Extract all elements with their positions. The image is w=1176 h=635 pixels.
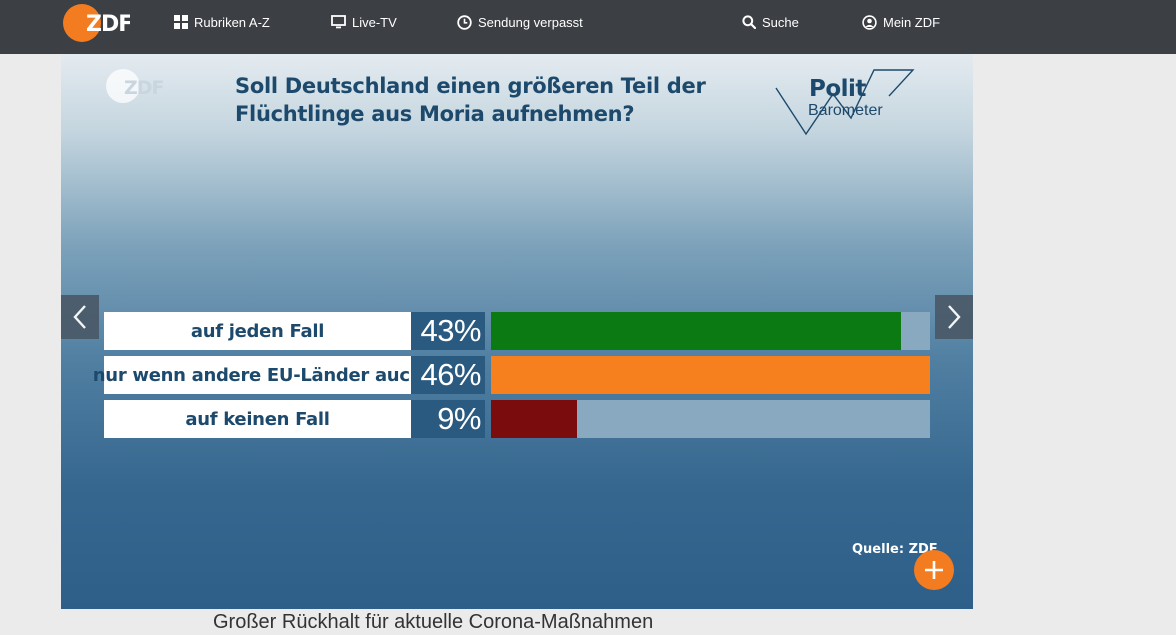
zdf-logo[interactable]: ZDF: [62, 3, 133, 43]
nav-live-tv[interactable]: Live-TV: [331, 13, 397, 31]
user-icon: [862, 14, 877, 30]
slide-zdf-logo: ZDF: [105, 68, 165, 106]
nav-mein-zdf[interactable]: Mein ZDF: [862, 13, 940, 31]
top-navigation-bar: ZDF Rubriken A-Z Live-TV Sendung verpass…: [0, 0, 1176, 54]
nav-sendung-verpasst-label: Sendung verpasst: [478, 14, 583, 30]
bar-track: [491, 312, 930, 350]
search-icon: [742, 15, 756, 29]
nav-rubriken[interactable]: Rubriken A-Z: [174, 13, 270, 31]
slide-title: Soll Deutschland einen größeren Teil der…: [235, 72, 755, 128]
slide-caption: Großer Rückhalt für aktuelle Corona-Maßn…: [213, 611, 654, 633]
bar-row: auf jeden Fall 43%: [104, 312, 930, 350]
bar: [491, 400, 577, 438]
politbarometer-text-barometer: Barometer: [808, 102, 883, 119]
politbarometer-text-polit: Polit: [809, 76, 866, 102]
bar-category-label: auf keinen Fall: [104, 400, 411, 438]
nav-search[interactable]: Suche: [742, 13, 799, 31]
nav-live-tv-label: Live-TV: [352, 14, 397, 30]
bar-value-label: 9%: [411, 400, 485, 438]
bar-track: [491, 400, 930, 438]
next-slide-button[interactable]: [935, 295, 973, 339]
slide-zdf-logo-text: ZDF: [124, 77, 164, 99]
bar: [491, 312, 901, 350]
tv-icon: [331, 15, 346, 29]
slide-title-line1: Soll Deutschland einen größeren Teil der: [235, 74, 706, 98]
nav-search-label: Suche: [762, 14, 799, 30]
gallery-slide: ZDF Soll Deutschland einen größeren Teil…: [61, 54, 973, 609]
chart-source: Quelle: ZDF: [852, 542, 938, 557]
bar-row: nur wenn andere EU-Länder auch 46%: [93, 356, 930, 394]
previous-slide-button[interactable]: [61, 295, 99, 339]
grid-icon: [174, 15, 188, 29]
bar-category-label: nur wenn andere EU-Länder auch: [93, 356, 423, 394]
zdf-logo-text: ZDF: [86, 12, 130, 37]
slide-title-line2: Flüchtlinge aus Moria aufnehmen?: [235, 102, 635, 126]
clock-icon: [457, 14, 472, 30]
bar: [491, 356, 930, 394]
bar-track: [491, 356, 930, 394]
bar-row: auf keinen Fall 9%: [104, 400, 930, 438]
bar-value-label: 46%: [411, 356, 485, 394]
nav-mein-zdf-label: Mein ZDF: [883, 14, 941, 30]
nav-sendung-verpasst[interactable]: Sendung verpasst: [457, 13, 583, 31]
expand-plus-button[interactable]: [914, 550, 954, 590]
politbarometer-logo: Polit Barometer: [773, 66, 918, 138]
nav-rubriken-label: Rubriken A-Z: [194, 14, 270, 30]
chevron-left-icon: [73, 305, 86, 329]
chevron-right-icon: [948, 305, 961, 329]
bar-value-label: 43%: [411, 312, 485, 350]
bar-category-label: auf jeden Fall: [104, 312, 411, 350]
plus-icon: [925, 561, 943, 579]
politbarometer-zigzag-icon: [775, 69, 915, 136]
